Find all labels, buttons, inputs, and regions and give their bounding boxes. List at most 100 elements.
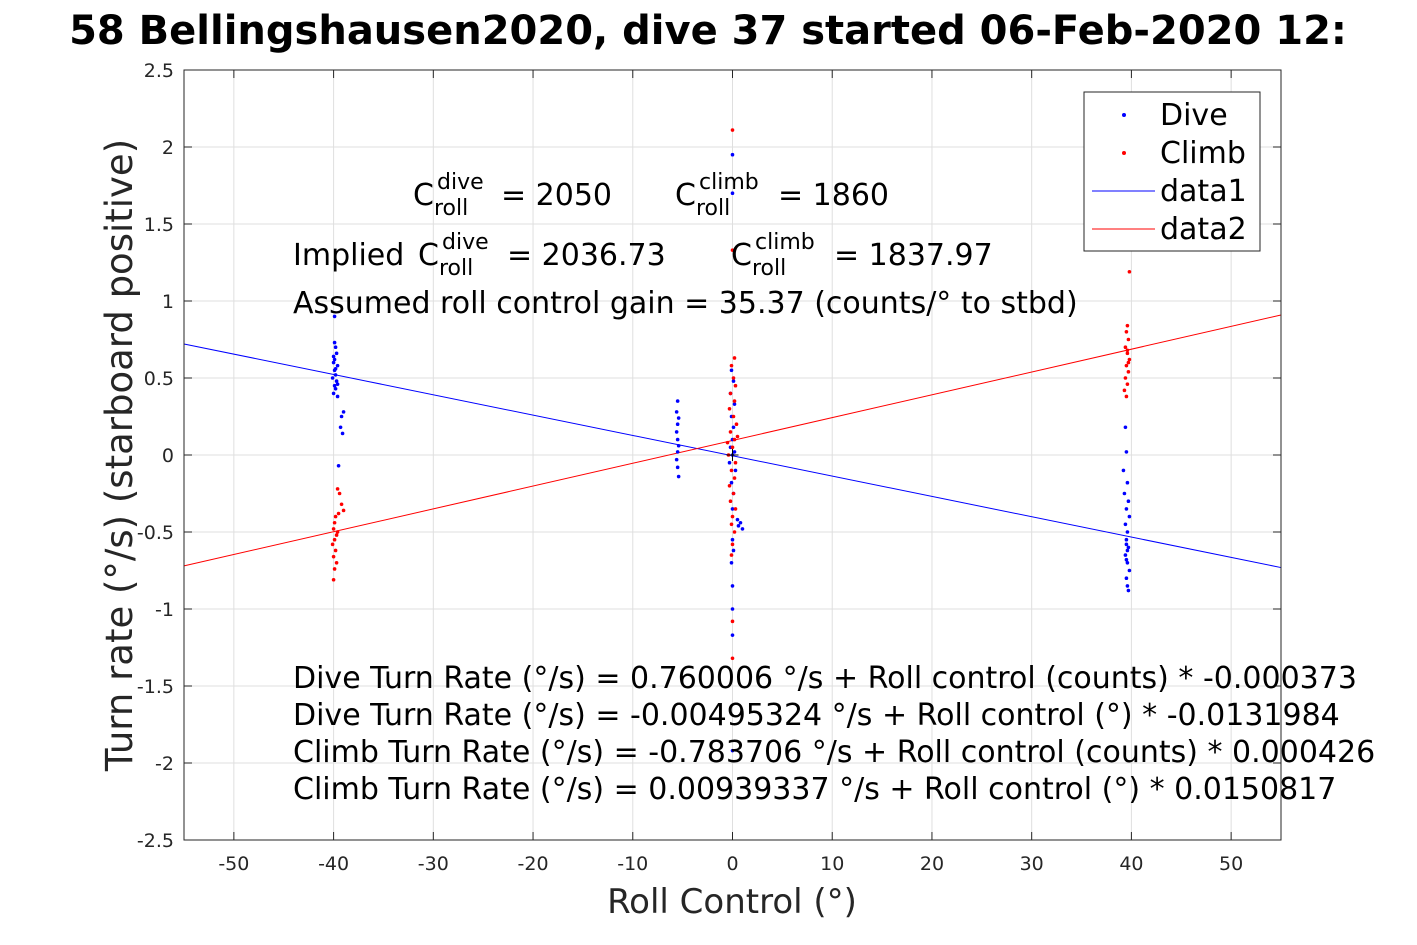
climb-point: [332, 520, 337, 525]
implied-c-roll-climb-sup: climb: [755, 230, 815, 255]
climb-point: [733, 507, 738, 511]
climb-point: [730, 445, 735, 450]
climb-point: [728, 391, 733, 396]
climb-point: [334, 561, 339, 565]
climb-point: [331, 527, 336, 531]
legend-climb-label: Climb: [1160, 136, 1246, 171]
dive-point: [1125, 561, 1130, 565]
legend-data2-label: data2: [1160, 212, 1247, 247]
climb-point: [1126, 337, 1131, 342]
dive-point: [675, 465, 680, 470]
legend-climb-marker: [1122, 151, 1126, 155]
climb-point: [333, 548, 338, 553]
climb-point: [331, 554, 336, 559]
implied-label: Implied: [293, 238, 414, 273]
climb-point: [728, 430, 733, 434]
x-tick-label: 40: [1119, 853, 1143, 875]
climb-point: [1123, 376, 1128, 380]
climb-point: [1124, 394, 1129, 399]
climb-point: [335, 487, 340, 491]
climb-point: [336, 511, 341, 516]
dive-point: [335, 382, 340, 386]
climb-point: [330, 542, 335, 547]
dive-point: [736, 524, 741, 528]
dive-point: [730, 152, 735, 157]
plot-frame: [183, 69, 1282, 841]
climb-point: [334, 533, 339, 537]
x-tick-label: -10: [617, 853, 648, 875]
y-tick-label: -2: [155, 753, 174, 775]
chart-title-container: 58 Bellingshausen2020, dive 37 started 0…: [0, 8, 1417, 58]
dive-point: [1125, 584, 1130, 588]
climb-point: [1126, 360, 1131, 365]
dive-point: [1124, 557, 1129, 562]
climb-point: [732, 399, 737, 403]
climb-point: [731, 414, 736, 419]
dive-point: [1126, 545, 1131, 550]
dive-point: [735, 517, 740, 522]
climb-point: [332, 537, 337, 542]
dive-point: [334, 379, 339, 383]
climb-point: [1125, 348, 1130, 353]
implied-c-roll-climb-value: = 1837.97: [834, 238, 993, 273]
dive-point: [1124, 542, 1129, 547]
dive-point: [1122, 491, 1127, 496]
dive-point: [331, 354, 336, 359]
dive-point: [1121, 468, 1126, 473]
c-roll-climb: Croll: [675, 178, 730, 221]
climb-point: [333, 514, 338, 519]
climb-point: [339, 502, 344, 507]
x-tick-label: 50: [1219, 853, 1243, 875]
dive-point: [1125, 530, 1130, 534]
dive-point: [729, 368, 734, 373]
dive-point: [732, 450, 737, 454]
x-tick-label: 20: [920, 853, 944, 875]
y-axis-label: Turn rate (°/s) (starboard positive): [98, 139, 141, 772]
dive-point: [333, 386, 338, 391]
c-roll-dive: Croll: [413, 178, 468, 221]
dive-point: [1124, 450, 1129, 454]
dive-point: [335, 363, 340, 368]
dive-point: [675, 422, 680, 427]
dive-point: [729, 561, 734, 565]
dive-point: [338, 425, 343, 430]
implied-c-roll-climb: Croll: [731, 238, 786, 281]
dive-point: [727, 460, 732, 465]
dive-point: [340, 431, 345, 436]
dive-point: [731, 425, 736, 430]
equation-dive-counts: Dive Turn Rate (°/s) = 0.760006 °/s + Ro…: [293, 661, 1357, 696]
dive-point: [1124, 507, 1129, 511]
climb-point: [731, 376, 736, 380]
dive-point: [1123, 425, 1128, 430]
climb-point: [729, 553, 734, 557]
climb-point: [331, 577, 336, 582]
implied-c-roll-dive: Croll: [418, 238, 473, 281]
dive-point: [332, 314, 337, 319]
dive-point: [333, 366, 338, 371]
dive-point: [331, 391, 336, 396]
climb-point: [728, 499, 733, 504]
c-roll-dive-sup: dive: [437, 170, 484, 195]
dive-point: [332, 340, 337, 345]
x-axis-ticks: -50 -40 -30 -20 -10 0 10 20 30 40 50: [218, 70, 1243, 875]
y-tick-label: 2: [162, 137, 174, 159]
x-tick-label: -20: [518, 853, 549, 875]
dive-point: [330, 376, 335, 380]
dive-point: [733, 468, 738, 473]
climb-point: [727, 407, 732, 411]
climb-point: [734, 422, 739, 427]
x-tick-label: 10: [820, 853, 844, 875]
dive-point: [676, 474, 681, 479]
climb-point: [1125, 323, 1130, 328]
dive-point: [732, 402, 737, 406]
climb-point: [732, 356, 737, 360]
dive-point: [1125, 548, 1130, 553]
climb-point: [1125, 382, 1130, 386]
x-tick-label: 30: [1020, 853, 1044, 875]
climb-point: [733, 460, 738, 465]
legend-dive-label: Dive: [1160, 98, 1228, 133]
equation-climb-degrees: Climb Turn Rate (°/s) = 0.00939337 °/s +…: [293, 772, 1336, 807]
dive-point: [1124, 537, 1129, 542]
c-roll-dive-value: = 2050: [501, 178, 612, 213]
